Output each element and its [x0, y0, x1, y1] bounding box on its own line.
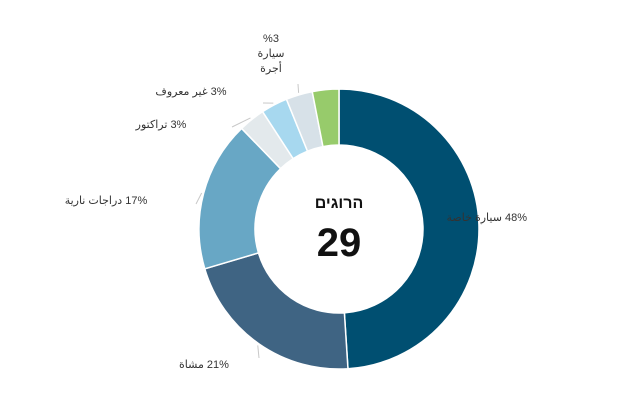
slice-label-5: %3 سيارة أجرة: [258, 33, 285, 75]
leader-line-2: [195, 192, 203, 205]
slice-label-1: 21% مشاة: [179, 359, 229, 371]
center-title: הרוגים: [315, 195, 364, 212]
slice-label-2: 17% دراجات نارية: [65, 195, 148, 207]
leader-line-3: [231, 117, 251, 128]
leader-line-0: [480, 220, 485, 225]
slice-label-0: 48% سيارة خاصة: [447, 212, 528, 224]
slice-label-3: 3% تراكتور: [135, 119, 187, 131]
donut-slice-1: [203, 251, 349, 370]
center-value: 29: [317, 221, 362, 265]
slice-label-4: 3% غير معروف: [155, 86, 226, 98]
labels-layer: 48% سيارة خاصة 21% مشاة 17% دراجات نارية 3%…: [65, 33, 528, 371]
leader-line-5: [297, 83, 300, 93]
leader-line-1: [257, 345, 260, 359]
donut-slice-6: [311, 88, 340, 148]
donut-slice-0: [338, 88, 480, 370]
leader-lines-layer: [195, 83, 485, 359]
slices-layer: [198, 88, 480, 370]
